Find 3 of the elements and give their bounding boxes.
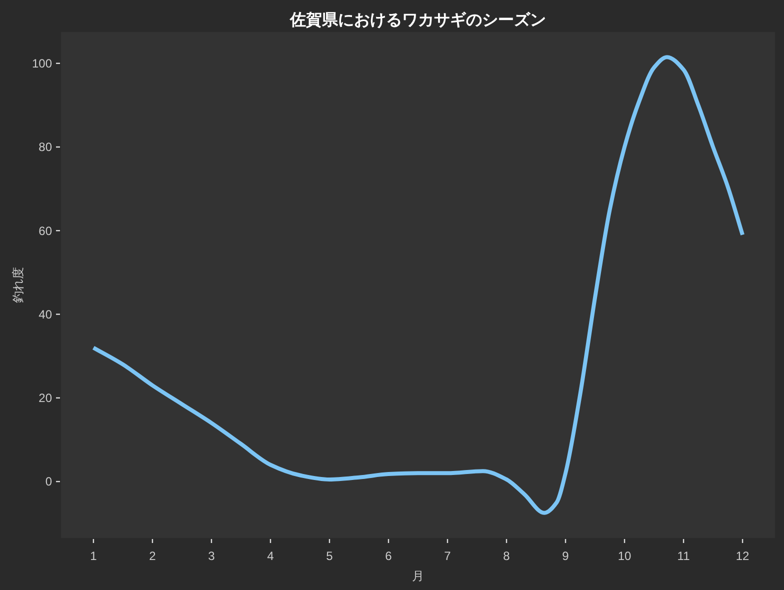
- title: 佐賀県におけるワカサギのシーズン: [290, 12, 546, 29]
- xlabel: 月: [412, 569, 424, 583]
- ylabel: 釣れ度: [11, 267, 25, 303]
